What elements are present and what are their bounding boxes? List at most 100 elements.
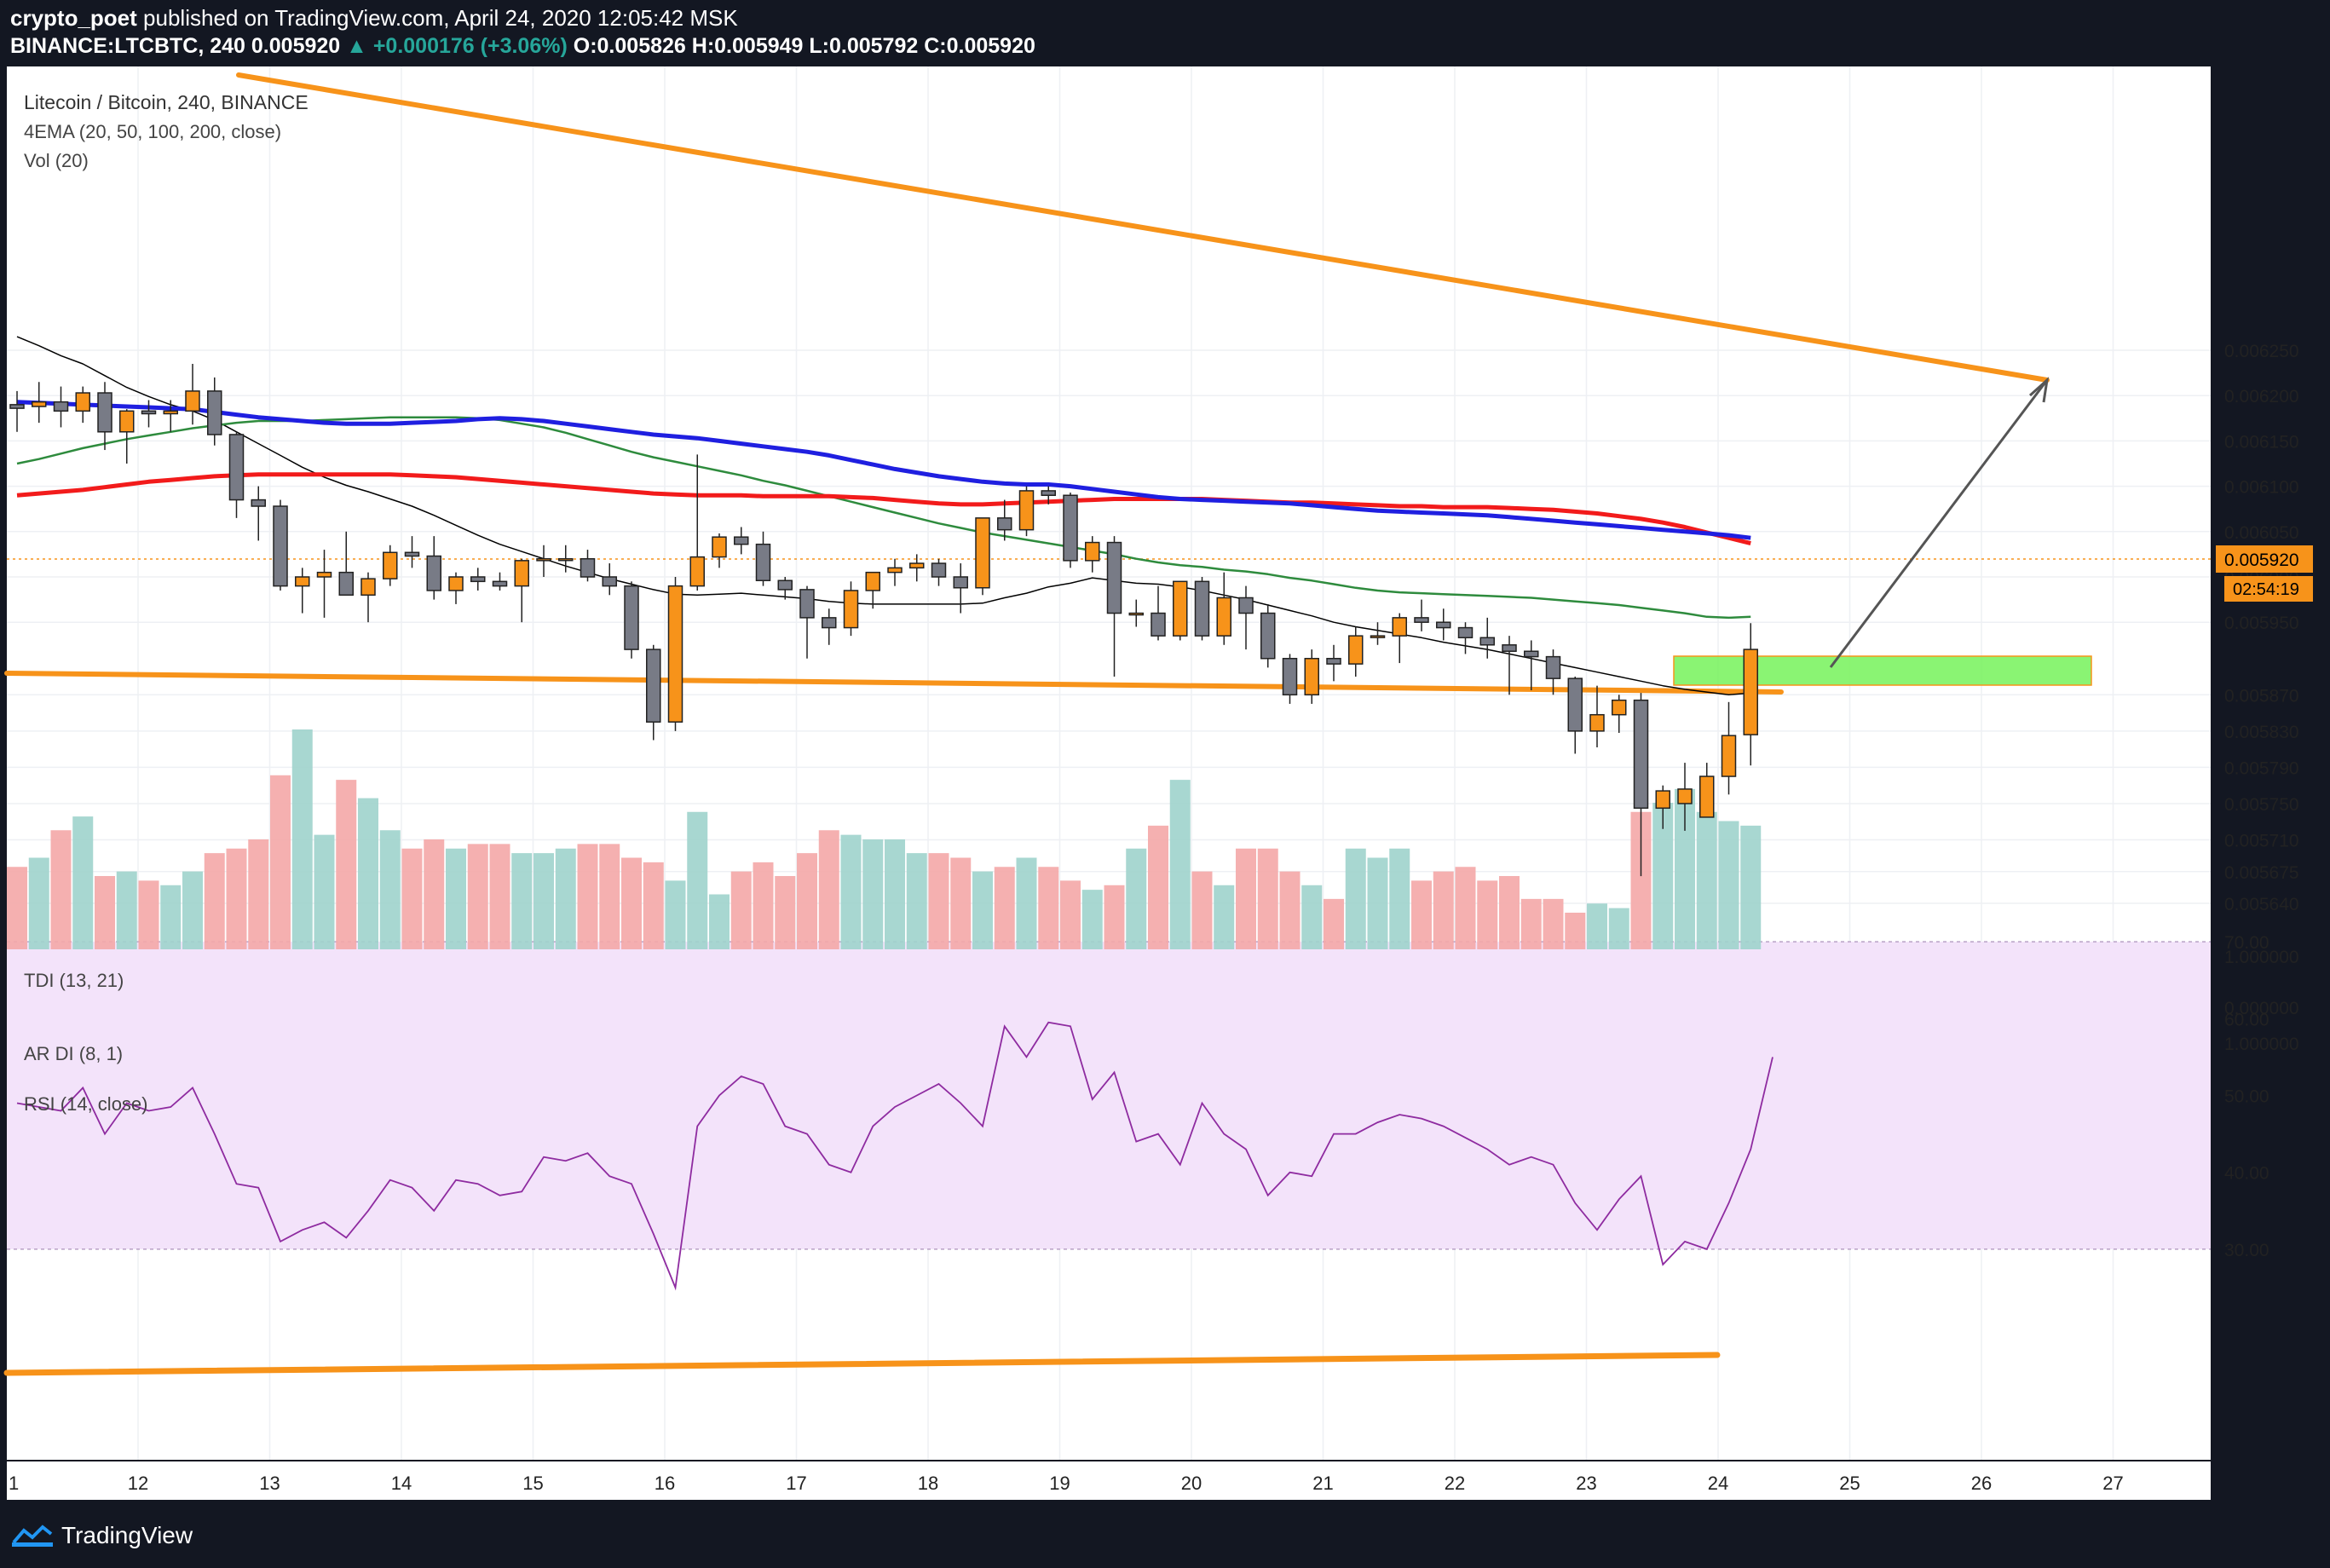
candle[interactable]	[865, 571, 880, 609]
candle[interactable]	[295, 568, 310, 614]
candle[interactable]	[1238, 585, 1254, 650]
volume-bar	[1520, 898, 1542, 949]
candle-body	[1502, 644, 1517, 652]
candle[interactable]	[251, 486, 266, 541]
candle[interactable]	[953, 563, 968, 614]
candle[interactable]	[1260, 603, 1276, 668]
candle-body	[1436, 621, 1451, 629]
last-price-tag	[2216, 545, 2313, 573]
candle[interactable]	[1128, 599, 1144, 627]
candle[interactable]	[1743, 623, 1758, 766]
candle[interactable]	[383, 545, 398, 586]
candle[interactable]	[602, 563, 617, 596]
candle[interactable]	[273, 499, 288, 591]
candle[interactable]	[53, 386, 69, 428]
candle[interactable]	[1018, 486, 1035, 537]
candle[interactable]	[492, 572, 508, 591]
candle[interactable]	[1414, 599, 1429, 631]
candle[interactable]	[207, 377, 222, 446]
candle[interactable]	[799, 585, 815, 659]
candle[interactable]	[1633, 693, 1649, 877]
candle[interactable]	[1436, 608, 1451, 641]
candle[interactable]	[1502, 636, 1517, 695]
candle[interactable]	[931, 558, 947, 586]
tradingview-logo[interactable]: TradingView	[12, 1522, 193, 1549]
candle[interactable]	[32, 382, 47, 424]
candle[interactable]	[360, 572, 376, 623]
chart-canvas[interactable]: Litecoin / Bitcoin, 240, BINANCE 4EMA (2…	[0, 60, 2330, 1507]
candle-body	[997, 517, 1012, 531]
candle[interactable]	[1151, 585, 1166, 641]
candle[interactable]	[1173, 580, 1188, 641]
candle[interactable]	[119, 409, 135, 464]
candle[interactable]	[1567, 677, 1583, 754]
candle[interactable]	[1392, 613, 1407, 664]
candle[interactable]	[338, 531, 354, 597]
candle[interactable]	[1677, 763, 1693, 831]
candle[interactable]	[997, 499, 1012, 541]
author-name[interactable]: crypto_poet	[10, 5, 137, 31]
candle[interactable]	[1370, 622, 1386, 645]
candle[interactable]	[755, 531, 771, 586]
candle[interactable]	[426, 536, 441, 600]
candle[interactable]	[1457, 622, 1474, 654]
candle[interactable]	[470, 568, 486, 591]
price-tick-label: 0.005870	[2224, 686, 2299, 706]
volume-bar	[1279, 871, 1301, 949]
volume-bar	[972, 871, 993, 949]
candle[interactable]	[646, 644, 661, 741]
candle[interactable]	[1326, 644, 1341, 682]
candle[interactable]	[1348, 626, 1364, 677]
volume-bar	[95, 876, 115, 949]
candle[interactable]	[1699, 763, 1715, 818]
candle[interactable]	[777, 576, 793, 600]
candle[interactable]	[163, 400, 178, 432]
time-axis[interactable]: 1 12 13 14 15 16 17 18 19 20 21 22 23 24 25 26 27	[9, 1473, 2124, 1494]
candle-body	[1589, 713, 1605, 732]
candle[interactable]	[1655, 785, 1670, 829]
candle[interactable]	[1063, 493, 1078, 568]
candle[interactable]	[734, 527, 749, 555]
candle[interactable]	[228, 431, 245, 518]
candle[interactable]	[558, 545, 574, 573]
candle[interactable]	[141, 400, 157, 428]
candle[interactable]	[75, 386, 90, 424]
candle[interactable]	[404, 536, 420, 568]
candle[interactable]	[689, 454, 705, 591]
candle[interactable]	[1524, 640, 1539, 690]
tradingview-logo-icon	[12, 1525, 53, 1547]
volume-bar	[1214, 885, 1235, 949]
volume-bar	[182, 871, 203, 949]
candle[interactable]	[97, 382, 112, 451]
candle[interactable]	[822, 608, 837, 645]
candle[interactable]	[185, 363, 200, 425]
candle[interactable]	[975, 517, 990, 596]
candle-body	[141, 410, 157, 415]
candle[interactable]	[843, 581, 859, 637]
candle[interactable]	[1479, 617, 1495, 659]
candle[interactable]	[1612, 695, 1627, 733]
candle[interactable]	[1085, 536, 1100, 573]
candle[interactable]	[624, 581, 639, 659]
candle[interactable]	[1282, 654, 1298, 704]
candle[interactable]	[448, 572, 464, 604]
candle[interactable]	[712, 533, 727, 568]
candle[interactable]	[1545, 649, 1561, 695]
candle[interactable]	[909, 554, 925, 582]
candle[interactable]	[667, 576, 683, 731]
candle[interactable]	[580, 550, 596, 582]
candle[interactable]	[1721, 701, 1737, 795]
candle[interactable]	[1304, 649, 1319, 704]
demand-zone[interactable]	[1673, 655, 2092, 686]
candle[interactable]	[1216, 572, 1231, 645]
candle[interactable]	[536, 545, 551, 577]
candle[interactable]	[887, 558, 903, 586]
candle[interactable]	[316, 550, 332, 618]
candle[interactable]	[1194, 576, 1210, 641]
candle[interactable]	[9, 390, 25, 432]
price-tick-label: 0.006150	[2224, 432, 2299, 452]
candle[interactable]	[1106, 536, 1122, 677]
candle[interactable]	[514, 558, 529, 623]
candle[interactable]	[1041, 486, 1056, 504]
candle[interactable]	[1589, 685, 1605, 748]
